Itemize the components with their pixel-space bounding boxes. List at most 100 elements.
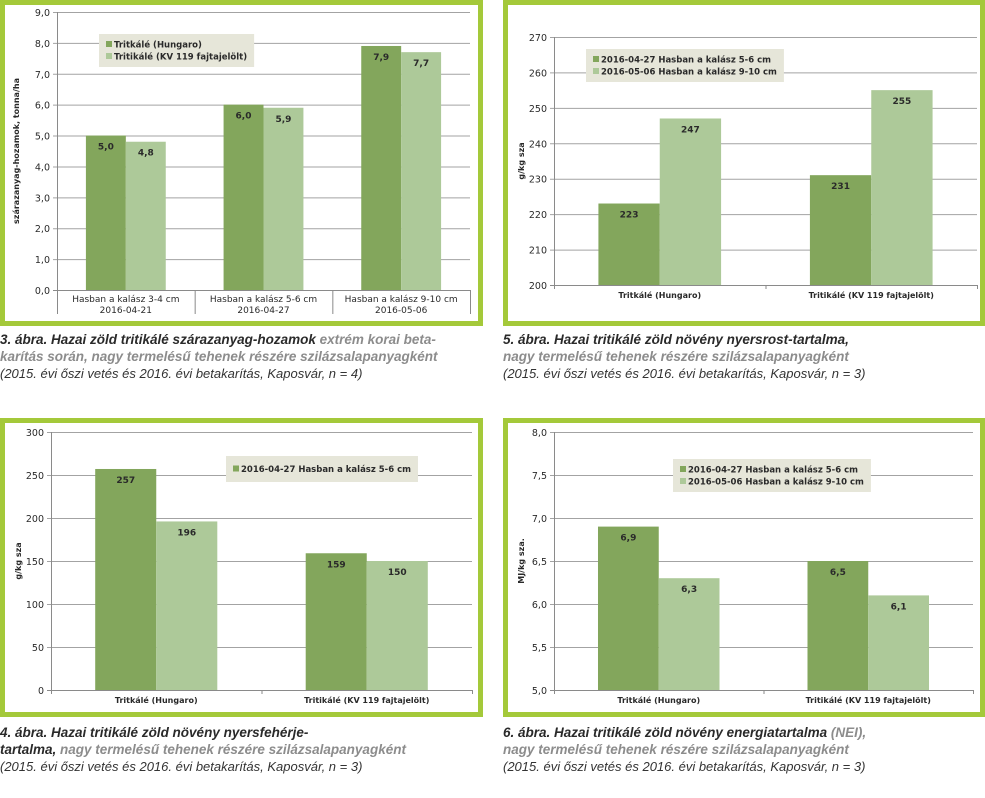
data-label: 223	[620, 211, 639, 221]
legend-entry: Tritikálé (KV 119 fajtajelölt)	[114, 52, 247, 63]
y-axis-label: g/kg sza	[517, 142, 526, 179]
bar-series2	[125, 141, 166, 290]
chart-fig3: 0,0 1,0 2,0 3,0 4,0 5,0 6,0 7,0 8,0 9,0 szárazanya…	[12, 8, 471, 316]
y-tick-label: 220	[529, 210, 547, 221]
y-tick-label: 50	[32, 643, 44, 654]
legend-swatch	[106, 53, 112, 59]
data-label: 196	[177, 528, 196, 538]
data-label: 6,0	[236, 112, 252, 122]
y-tick-label: 260	[529, 68, 547, 79]
y-tick-label: 3,0	[35, 193, 50, 204]
bar-series1	[361, 45, 402, 290]
data-label: 6,5	[830, 568, 846, 578]
legend: 2016-04-27 Hasban a kalász 5-6 cm 2016-05…	[673, 459, 871, 492]
y-tick-label: 2,0	[35, 224, 50, 235]
y-tick-label: 150	[26, 557, 44, 568]
bar-series1	[809, 175, 872, 285]
caption-title: 3. ábra. Hazai zöld tritikálé szárazanya…	[0, 332, 316, 347]
data-label: 5,0	[98, 143, 114, 153]
bar-series1	[598, 203, 660, 285]
x-category-label: 2016-04-27	[237, 306, 289, 316]
data-label: 231	[831, 182, 850, 192]
data-label: 7,7	[413, 59, 429, 69]
y-tick-label: 8,0	[532, 428, 547, 439]
legend-box	[226, 456, 418, 482]
y-axis-label: MJ/kg sza.	[517, 538, 526, 584]
chart-fig4: 0 50 100 150 200 250 300 g/kg sza Tritkálé (Hung…	[14, 428, 473, 705]
bar-series2	[868, 595, 930, 690]
caption-subtitle: nagy termelésű tehenek részére szilázsal…	[56, 742, 406, 757]
x-category-label: 2016-04-21	[100, 306, 152, 316]
caption-fig4: 4. ábra. Hazai tritikálé zöld növény nye…	[0, 724, 480, 775]
caption-title-cont: tartalma,	[0, 742, 57, 757]
data-label: 150	[388, 568, 407, 578]
bar-series1	[807, 561, 869, 690]
caption-note: (2015. évi őszi vetés és 2016. évi betak…	[0, 366, 363, 381]
x-category-label: Tritikálé (KV 119 fajtajelölt)	[304, 695, 429, 705]
bar-series2	[658, 578, 720, 690]
y-tick-label: 0	[38, 686, 44, 697]
y-tick-label: 5,0	[35, 132, 50, 143]
chart-panel-fig3: 0,0 1,0 2,0 3,0 4,0 5,0 6,0 7,0 8,0 9,0 szárazanya…	[0, 0, 483, 326]
bar-series2	[659, 118, 722, 285]
y-tick-label: 100	[26, 600, 44, 611]
y-tick-label: 7,5	[532, 471, 547, 482]
legend-entry: 2016-04-27 Hasban a kalász 5-6 cm	[601, 56, 771, 66]
data-label: 6,1	[891, 602, 907, 612]
y-axis-label: szárazanyag-hozamok, tonna/ha	[12, 78, 21, 224]
legend-entry: Tritkálé (Hungaro)	[114, 40, 202, 51]
legend-swatch	[680, 466, 686, 472]
bar-series2	[871, 90, 933, 286]
data-label: 255	[893, 97, 912, 107]
y-tick-label: 6,5	[532, 557, 547, 568]
y-tick-label: 230	[529, 175, 547, 186]
y-tick-label: 1,0	[35, 255, 50, 266]
legend-swatch	[593, 56, 599, 62]
legend-entry: 2016-05-06 Hasban a kalász 9-10 cm	[601, 68, 777, 78]
y-tick-label: 250	[529, 104, 547, 115]
y-axis-label: g/kg sza	[14, 542, 23, 579]
y-tick-label: 7,0	[35, 70, 50, 81]
y-tick-label: 4,0	[35, 162, 50, 173]
y-tick-label: 300	[26, 428, 44, 439]
bar-series1	[95, 468, 157, 690]
y-tick-label: 200	[529, 281, 547, 292]
legend-swatch	[233, 465, 239, 472]
caption-subtitle: extrém korai beta-	[315, 332, 436, 347]
y-tick-label: 5,0	[532, 686, 547, 697]
legend-swatch	[593, 68, 599, 74]
data-label: 4,8	[138, 149, 154, 159]
data-label: 6,9	[620, 534, 636, 544]
x-category-label: Tritkálé (Hungaro)	[618, 290, 701, 300]
y-tick-label: 210	[529, 246, 547, 257]
data-label: 7,9	[373, 53, 389, 63]
legend-box	[673, 459, 871, 492]
x-category-label: Hasban a kalász 5-6 cm	[210, 295, 317, 305]
y-tick-label: 6,0	[35, 101, 50, 112]
caption-title: 4. ábra. Hazai tritikálé zöld növény nye…	[0, 725, 309, 740]
caption-subtitle: nagy termelésű tehenek részére szilázsal…	[503, 742, 849, 757]
chart-fig5: 200 210 220 230 240 250 260 270 g/kg sza Tritkálé…	[517, 33, 978, 300]
y-tick-label: 6,0	[532, 600, 547, 611]
caption-fig3: 3. ábra. Hazai zöld tritikálé szárazanya…	[0, 331, 480, 382]
bar-series2	[156, 521, 218, 690]
chart-panel-fig5: 200 210 220 230 240 250 260 270 g/kg sza Tritkálé…	[503, 0, 985, 326]
y-tick-label: 7,0	[532, 514, 547, 525]
bar-series1	[597, 526, 659, 690]
legend: Tritkálé (Hungaro)Tritikálé (KV 119 fajt…	[99, 34, 255, 67]
bar-series2	[366, 561, 428, 690]
data-label: 5,9	[275, 115, 291, 125]
caption-subtitle: (NEI),	[827, 725, 867, 740]
legend: 2016-04-27 Hasban a kalász 5-6 cm 2016-05…	[586, 49, 784, 82]
chart-panel-fig4: 0 50 100 150 200 250 300 g/kg sza Tritkálé (Hung…	[0, 418, 483, 717]
caption-fig6: 6. ábra. Hazai tritikálé zöld növény ene…	[503, 724, 983, 775]
legend-box	[586, 49, 784, 82]
chart-panel-fig6: 5,0 5,5 6,0 6,5 7,0 7,5 8,0 MJ/kg sza. Tritkálé …	[503, 418, 985, 717]
y-tick-label: 9,0	[35, 8, 50, 19]
bar-series1	[223, 104, 264, 291]
y-tick-label: 270	[529, 33, 547, 44]
caption-note: (2015. évi őszi vetés és 2016. évi betak…	[503, 759, 866, 774]
x-category-label: Hasban a kalász 3-4 cm	[72, 295, 179, 305]
x-category-label: Tritikálé (KV 119 fajtajelölt)	[809, 290, 934, 300]
